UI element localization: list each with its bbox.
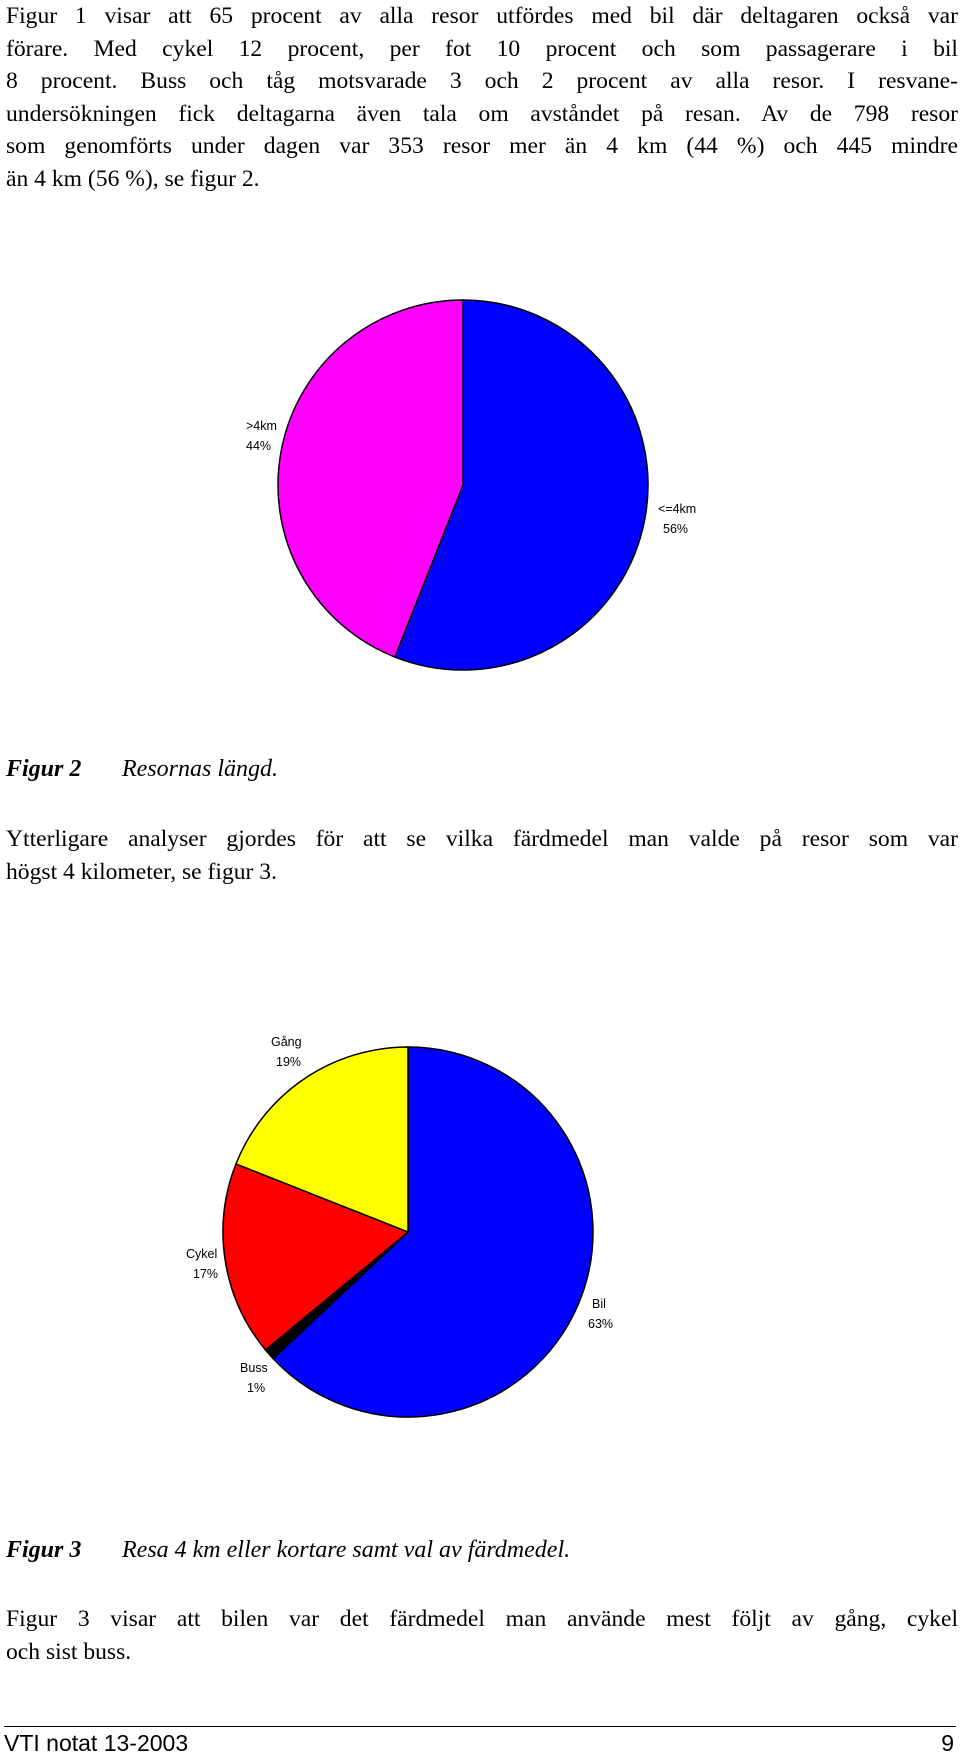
slice-pct: 44% xyxy=(246,439,271,453)
text-line: 8 procent. Buss och tåg motsvarade 3 och… xyxy=(6,68,958,94)
text-line: Figur 3 visar att bilen var det färdmede… xyxy=(6,1606,958,1632)
slice-pct: 19% xyxy=(276,1055,301,1069)
figure2-pie-chart: >4km 44% <=4km 56% xyxy=(246,299,696,671)
text-line: Figur 1 visar att 65 procent av alla res… xyxy=(6,3,958,29)
page-number: 9 xyxy=(941,1730,954,1756)
slice-label: Bil xyxy=(592,1297,606,1311)
middle-paragraph: Ytterligare analyser gjordes för att se … xyxy=(6,823,958,888)
intro-paragraph: Figur 1 visar att 65 procent av alla res… xyxy=(6,0,958,195)
text-line: som genomförts under dagen var 353 resor… xyxy=(6,133,958,159)
text-line: högst 4 kilometer, se figur 3. xyxy=(6,858,277,885)
pie-slice-cykel xyxy=(222,1162,410,1351)
slice-label: Cykel xyxy=(186,1247,217,1261)
text-line: och sist buss. xyxy=(6,1638,132,1665)
page-footer: VTI notat 13-2003 9 xyxy=(4,1730,960,1758)
pie-slice-bil xyxy=(272,1046,594,1418)
slice-label: >4km xyxy=(246,419,277,433)
slice-label: <=4km xyxy=(658,502,696,516)
slice-label: Gång xyxy=(271,1035,302,1049)
closing-paragraph: Figur 3 visar att bilen var det färdmede… xyxy=(6,1603,958,1668)
footer-rule xyxy=(4,1726,956,1727)
footer-report-id: VTI notat 13-2003 xyxy=(4,1730,189,1756)
slice-pct: 63% xyxy=(588,1317,613,1331)
figure3-caption: Figur 3 Resa 4 km eller kortare samt val … xyxy=(6,1537,570,1564)
figure2-caption: Figur 2 Resornas längd. xyxy=(6,756,278,783)
slice-label: Buss xyxy=(240,1361,268,1375)
text-line: förare. Med cykel 12 procent, per fot 10… xyxy=(6,35,958,62)
slice-pct: 1% xyxy=(247,1381,265,1395)
caption-text: Resornas längd. xyxy=(122,756,278,782)
text-line: undersökningen fick deltagarna även tala… xyxy=(6,100,958,127)
pie-slice-gt4km xyxy=(277,299,464,658)
text-line: Ytterligare analyser gjordes för att se … xyxy=(6,826,958,852)
slice-pct: 56% xyxy=(663,522,688,536)
pie-slice-le4km xyxy=(393,299,649,671)
pie-slice-gang xyxy=(235,1046,409,1234)
caption-number: Figur 3 xyxy=(6,1537,82,1563)
caption-number: Figur 2 xyxy=(6,756,82,782)
text-line: än 4 km (56 %), se figur 2. xyxy=(6,165,260,192)
figure3-pie-chart: Gång 19% Cykel 17% Bil 63% Buss 1% xyxy=(186,1035,613,1418)
slice-pct: 17% xyxy=(193,1267,218,1281)
caption-text: Resa 4 km eller kortare samt val av färd… xyxy=(122,1537,571,1563)
